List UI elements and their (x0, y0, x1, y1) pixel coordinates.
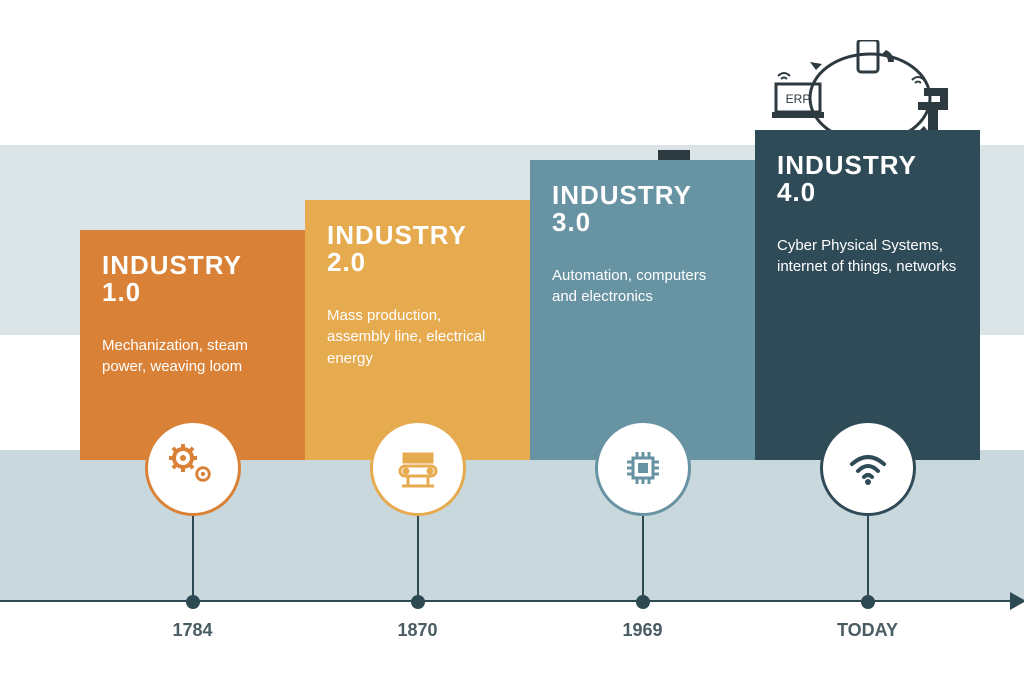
era-title: INDUSTRY 1.0 (102, 252, 283, 307)
era-title: INDUSTRY 3.0 (552, 182, 733, 237)
era-year-label: 1969 (622, 620, 662, 641)
marker-stem (192, 512, 194, 602)
marker-dot (186, 595, 200, 609)
era-description: Mass production, assembly line, electric… (327, 305, 508, 370)
era-year-label: 1784 (172, 620, 212, 641)
era-year-label: 1870 (397, 620, 437, 641)
marker-stem (417, 512, 419, 602)
chip-icon (595, 420, 691, 516)
timeline-marker: TODAY (755, 420, 980, 660)
era-bar-industry-4: INDUSTRY 4.0 Cyber Physical Systems, int… (755, 130, 980, 460)
timeline-arrow-icon (1010, 592, 1024, 610)
marker-dot (636, 595, 650, 609)
era-description: Mechanization, steam power, weaving loom (102, 335, 283, 379)
timeline-markers-row: 1784 1870 (80, 420, 980, 660)
marker-dot (861, 595, 875, 609)
era-title: INDUSTRY 4.0 (777, 152, 958, 207)
era-bars-row: INDUSTRY 1.0 Mechanization, steam power,… (80, 0, 980, 460)
timeline-marker: 1784 (80, 420, 305, 660)
marker-dot (411, 595, 425, 609)
conveyor-icon (370, 420, 466, 516)
timeline-marker: 1870 (305, 420, 530, 660)
era-description: Cyber Physical Systems, internet of thin… (777, 235, 958, 279)
infographic-canvas: ERP INDUSTRY 1.0 (0, 0, 1024, 675)
era-description: Automation, computers and electronics (552, 265, 733, 309)
marker-stem (642, 512, 644, 602)
era-title: INDUSTRY 2.0 (327, 222, 508, 277)
era-year-label: TODAY (837, 620, 898, 641)
timeline-marker: 1969 (530, 420, 755, 660)
wifi-icon (820, 420, 916, 516)
gears-icon (145, 420, 241, 516)
marker-stem (867, 512, 869, 602)
era-bar-industry-3: INDUSTRY 3.0 Automation, computers and e… (530, 160, 755, 460)
